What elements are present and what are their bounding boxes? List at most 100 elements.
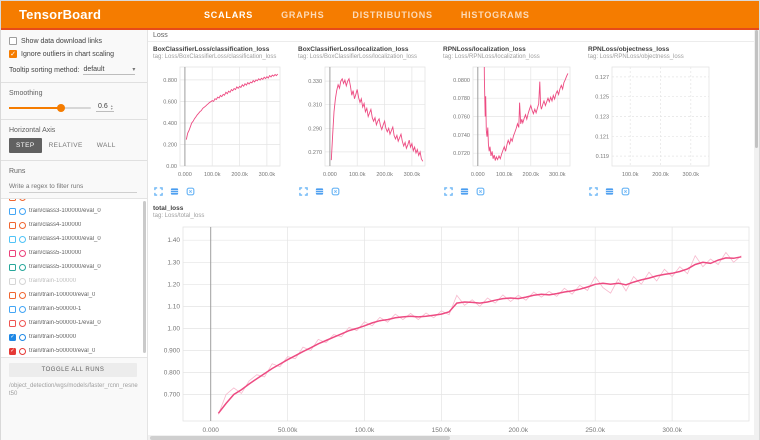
- run-checkbox-icon[interactable]: [9, 208, 16, 215]
- run-item[interactable]: train/train-500000-1: [1, 302, 147, 316]
- run-checkbox-icon[interactable]: [9, 250, 16, 257]
- divider: [1, 82, 147, 83]
- svg-text:0.400: 0.400: [163, 121, 177, 127]
- run-label: train/train-500000/eval_0: [29, 348, 95, 354]
- chart-toolbar: [153, 185, 291, 198]
- run-color-swatch-icon: [19, 222, 26, 229]
- show-download-links-checkbox[interactable]: Show data download links: [9, 37, 139, 45]
- run-checkbox-icon[interactable]: [9, 264, 16, 271]
- svg-text:0.125: 0.125: [595, 95, 609, 101]
- run-color-swatch-icon: [19, 250, 26, 257]
- runs-list: train/class3-100000 train/class3-100000/e…: [1, 198, 147, 358]
- svg-text:0.310: 0.310: [308, 103, 322, 109]
- run-item[interactable]: train/train-100000/eval_0: [1, 288, 147, 302]
- run-label: train/train-500000-1/eval_0: [29, 320, 101, 326]
- data-table-icon[interactable]: [604, 186, 615, 197]
- main-vertical-scrollbar[interactable]: [754, 30, 759, 440]
- run-color-swatch-icon: [19, 278, 26, 285]
- run-checkbox-icon[interactable]: [9, 278, 16, 285]
- svg-text:0.00: 0.00: [166, 164, 177, 170]
- expand-chart-icon[interactable]: [298, 186, 309, 197]
- run-checkbox-icon[interactable]: [9, 320, 16, 327]
- runs-list-scrollbar[interactable]: [143, 201, 146, 353]
- ignore-outliers-checkbox[interactable]: ✓ Ignore outliers in chart scaling: [9, 50, 139, 58]
- horizontal-axis-label: Horizontal Axis: [9, 127, 139, 134]
- runs-filter-input[interactable]: [9, 181, 137, 193]
- chart-card: BoxClassifierLoss/localization_loss tag:…: [298, 46, 436, 198]
- run-label: train/train-100000: [29, 278, 76, 284]
- run-item[interactable]: train/class5-100000/eval_0: [1, 260, 147, 274]
- axis-button-step[interactable]: STEP: [9, 138, 42, 153]
- run-label: train/train-500000-1: [29, 306, 81, 312]
- chart-tag: tag: Loss/BoxClassifierLoss/classificati…: [153, 54, 291, 61]
- run-color-swatch-icon: [19, 348, 26, 355]
- run-item[interactable]: ✓ train/train-500000/eval_0: [1, 344, 147, 358]
- tooltip-sort-select[interactable]: default ▾: [83, 66, 135, 75]
- run-color-swatch-icon: [19, 264, 26, 271]
- box-localization-loss-chart[interactable]: 0.3300.3100.2900.2700.000100.0k200.0k300…: [298, 62, 436, 184]
- run-label: train/class3-100000/eval_0: [29, 208, 101, 214]
- chart-card: RPNLoss/localization_loss tag: Loss/RPNL…: [443, 46, 581, 198]
- fit-domain-icon[interactable]: [185, 186, 196, 197]
- svg-text:150.0k: 150.0k: [432, 427, 452, 434]
- slider-thumb[interactable]: [57, 104, 65, 112]
- run-item[interactable]: train/train-500000-1/eval_0: [1, 316, 147, 330]
- rpn-localization-loss-chart[interactable]: 0.08000.07800.07600.07400.07200.000100.0…: [443, 62, 581, 184]
- run-item[interactable]: train/train-100000: [1, 274, 147, 288]
- chart-tag: tag: Loss/RPNLoss/objectness_loss: [588, 54, 726, 61]
- expand-chart-icon[interactable]: [153, 186, 164, 197]
- fit-domain-icon[interactable]: [620, 186, 631, 197]
- run-checkbox-icon[interactable]: [9, 236, 16, 243]
- data-table-icon[interactable]: [314, 186, 325, 197]
- svg-text:200.0k: 200.0k: [231, 172, 248, 178]
- chart-toolbar: [298, 185, 436, 198]
- divider: [1, 119, 147, 120]
- svg-text:0.200: 0.200: [163, 142, 177, 148]
- svg-text:0.800: 0.800: [164, 369, 181, 376]
- smoothing-value-input[interactable]: 0.6 ▴▾: [96, 103, 114, 112]
- svg-text:200.0k: 200.0k: [652, 172, 669, 178]
- run-checkbox-icon[interactable]: [9, 292, 16, 299]
- run-label: train/class3-100000: [29, 198, 81, 200]
- run-checkbox-checked-icon[interactable]: ✓: [9, 348, 16, 355]
- run-checkbox-icon[interactable]: [9, 306, 16, 313]
- tab-graphs[interactable]: GRAPHS: [281, 10, 324, 20]
- total-loss-chart[interactable]: 1.401.301.201.101.000.9000.8000.7000.000…: [153, 221, 759, 440]
- tab-distributions[interactable]: DISTRIBUTIONS: [352, 10, 432, 20]
- scrollbar-thumb[interactable]: [150, 436, 450, 440]
- toggle-all-runs-button[interactable]: TOGGLE ALL RUNS: [9, 363, 137, 377]
- classification-loss-chart[interactable]: 0.8000.6000.4000.2000.000.000100.0k200.0…: [153, 62, 291, 184]
- expand-chart-icon[interactable]: [588, 186, 599, 197]
- expand-chart-icon[interactable]: [443, 186, 454, 197]
- checkbox-checked-icon: ✓: [9, 50, 17, 58]
- run-item[interactable]: train/class5-100000: [1, 246, 147, 260]
- run-item[interactable]: ✓train/train-500000: [1, 330, 147, 344]
- axis-button-wall[interactable]: WALL: [90, 138, 123, 153]
- fit-domain-icon[interactable]: [475, 186, 486, 197]
- main-horizontal-scrollbar[interactable]: [148, 435, 754, 440]
- slider-fill: [9, 107, 58, 109]
- tab-histograms[interactable]: HISTOGRAMS: [461, 10, 530, 20]
- stepper-arrows-icon[interactable]: ▴▾: [111, 104, 113, 110]
- svg-text:300.0k: 300.0k: [404, 172, 421, 178]
- fit-domain-icon[interactable]: [330, 186, 341, 197]
- svg-text:300.0k: 300.0k: [683, 172, 700, 178]
- runs-label: Runs: [9, 168, 139, 175]
- smoothing-slider[interactable]: [9, 107, 91, 109]
- tensorboard-app: TensorBoard SCALARSGRAPHSDISTRIBUTIONSHI…: [0, 0, 760, 440]
- run-item[interactable]: train/class3-100000/eval_0: [1, 204, 147, 218]
- axis-button-relative[interactable]: RELATIVE: [42, 138, 90, 153]
- svg-text:0.121: 0.121: [595, 134, 609, 140]
- run-checkbox-icon[interactable]: [9, 198, 16, 201]
- category-header-loss[interactable]: Loss: [148, 30, 759, 42]
- run-checkbox-icon[interactable]: [9, 222, 16, 229]
- tab-scalars[interactable]: SCALARS: [204, 10, 253, 20]
- data-table-icon[interactable]: [459, 186, 470, 197]
- objectness-loss-chart[interactable]: 0.1270.1250.1230.1210.119100.0k200.0k300…: [588, 62, 726, 184]
- run-item[interactable]: train/class4-100000/eval_0: [1, 232, 147, 246]
- svg-text:100.0k: 100.0k: [204, 172, 221, 178]
- scrollbar-thumb[interactable]: [755, 30, 758, 148]
- data-table-icon[interactable]: [169, 186, 180, 197]
- run-checkbox-checked-icon[interactable]: ✓: [9, 334, 16, 341]
- run-item[interactable]: train/class4-100000: [1, 218, 147, 232]
